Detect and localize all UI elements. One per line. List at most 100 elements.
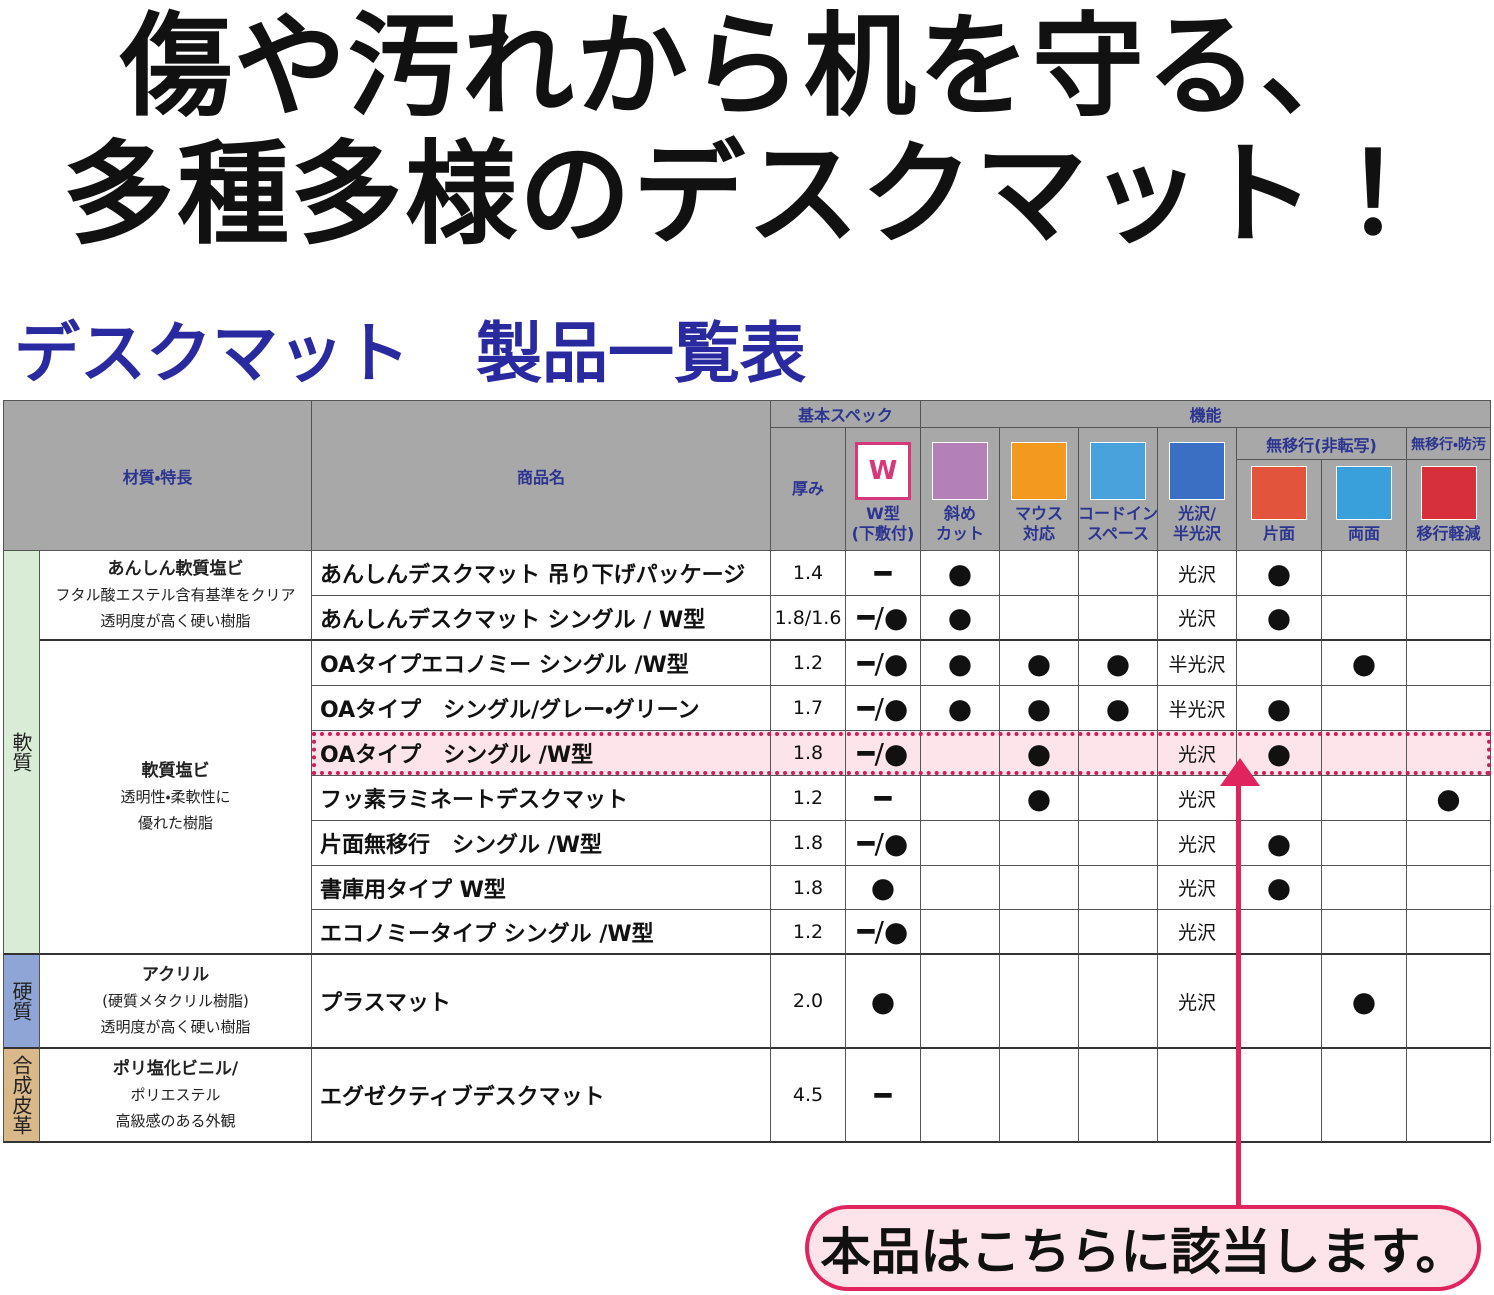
icon-letter: W — [868, 456, 898, 486]
table-cell — [1000, 866, 1079, 910]
header-label: 斜め — [943, 504, 976, 523]
cell-value: ● — [1351, 984, 1377, 1018]
title-line: 多種多様のデスクマット！ — [63, 130, 1431, 260]
table-cell: エコノミータイプ シングル /W型 — [312, 910, 771, 955]
cell-value: 光沢 — [1177, 743, 1216, 766]
table-cell — [1237, 955, 1322, 1049]
table-cell — [1079, 731, 1158, 776]
table-cell — [1237, 776, 1322, 821]
category-cell: 合成皮革 — [3, 1049, 40, 1143]
table-cell: 片面無移行 シングル /W型 — [312, 821, 771, 866]
cell-value: 1.2 — [792, 787, 824, 809]
table-cell — [1000, 955, 1079, 1049]
header-cell: 片面 — [1237, 460, 1322, 551]
header-label: 光沢/ — [1178, 504, 1216, 523]
material-line: ポリ塩化ビニル/ — [112, 1059, 239, 1079]
cell-value: ━/● — [857, 646, 909, 680]
header-label: 基本スペック — [798, 406, 893, 425]
header-icon — [1011, 442, 1067, 500]
header-cell: 商品名 — [312, 400, 771, 551]
table-cell: フッ素ラミネートデスクマット — [312, 776, 771, 821]
header-cell: 厚み — [771, 428, 846, 551]
table-cell — [1407, 596, 1491, 641]
table-cell: 1.7 — [771, 686, 846, 731]
arrow-line — [1236, 780, 1241, 1208]
cell-value: ● — [1266, 826, 1292, 860]
table-cell: 1.2 — [771, 910, 846, 955]
table-cell — [921, 1049, 1000, 1143]
table-cell — [1000, 821, 1079, 866]
table-cell — [1237, 910, 1322, 955]
header-cell: W W型 (下敷付) — [846, 428, 921, 551]
table-cell: OAタイプ シングル /W型 — [312, 731, 771, 776]
table-cell: 書庫用タイプ W型 — [312, 866, 771, 910]
material-line: 軟質塩ビ — [141, 761, 210, 781]
cell-value: 1.7 — [792, 697, 824, 719]
table-cell — [1079, 955, 1158, 1049]
table-cell — [1322, 821, 1407, 866]
header-label: 厚み — [791, 479, 824, 498]
table-cell: ● — [1237, 866, 1322, 910]
table-cell — [1322, 686, 1407, 731]
table-cell: ● — [1237, 821, 1322, 866]
table-cell: 2.0 — [771, 955, 846, 1049]
cell-value: ● — [1266, 736, 1292, 770]
table-cell: ━ — [846, 1049, 921, 1143]
table-cell: OAタイプエコノミー シングル /W型 — [312, 641, 771, 686]
table-cell — [1322, 596, 1407, 641]
header-icon — [1420, 466, 1477, 520]
header-icon — [1090, 442, 1146, 500]
category-label: 硬質 — [9, 981, 33, 1021]
cell-value: ● — [870, 871, 896, 904]
cell-value: ● — [870, 984, 896, 1018]
cell-value: ● — [947, 646, 973, 680]
header-icon — [932, 442, 988, 500]
table-cell — [1407, 955, 1491, 1049]
product-name: エコノミータイプ シングル /W型 — [320, 921, 654, 947]
table-cell — [1407, 551, 1491, 596]
header-cell: 機能 — [921, 400, 1491, 428]
cell-value: ● — [1105, 646, 1131, 680]
header-label: 材質・特長 — [122, 467, 193, 487]
table-cell: ━/● — [846, 686, 921, 731]
header-label: 無移行・防汚 — [1411, 436, 1486, 453]
table-cell — [1079, 821, 1158, 866]
header-label: 無移行(非転写) — [1266, 435, 1377, 455]
title-line: 傷や汚れから机を守る、 — [120, 2, 1374, 132]
header-cell: マウス 対応 — [1000, 428, 1079, 551]
table-cell: ● — [1079, 686, 1158, 731]
table-cell — [1079, 866, 1158, 910]
header-label: 半光沢 — [1172, 524, 1221, 543]
cell-value: 光沢 — [1177, 788, 1216, 811]
material-cell: ポリ塩化ビニル/ポリエステル 高級感のある外観 — [40, 1049, 312, 1143]
header-cell: 光沢/半光沢 — [1158, 428, 1237, 551]
table-cell: ● — [1322, 955, 1407, 1049]
table-cell: 半光沢 — [1158, 641, 1237, 686]
header-label: W型 — [866, 504, 900, 523]
material-line: (硬質メタクリル樹脂) — [102, 992, 249, 1010]
cell-value: ━ — [874, 781, 892, 815]
product-name: OAタイプエコノミー シングル /W型 — [320, 653, 689, 678]
table-cell — [1000, 1049, 1079, 1143]
table-cell — [1000, 551, 1079, 596]
cell-value: 1.2 — [792, 920, 824, 943]
table-cell — [921, 821, 1000, 866]
table-cell: 光沢 — [1158, 551, 1237, 596]
table-cell — [1322, 551, 1407, 596]
header-label: 対応 — [1022, 524, 1055, 543]
table-cell — [1322, 1049, 1407, 1143]
cell-value: ━/● — [857, 826, 909, 860]
cell-value: 光沢 — [1177, 922, 1216, 944]
cell-value: 1.8 — [792, 876, 824, 899]
table-cell: 1.8 — [771, 821, 846, 866]
header-icon — [1169, 442, 1225, 500]
product-name: あんしんデスクマット 吊り下げパッケージ — [320, 563, 746, 588]
header-cell: 材質・特長 — [3, 400, 312, 551]
material-line: 透明度が高く硬い樹脂 — [100, 1018, 251, 1036]
table-cell: 1.8 — [771, 731, 846, 776]
table-cell: 半光沢 — [1158, 686, 1237, 731]
cell-value: ● — [1105, 691, 1131, 725]
table-cell: OAタイプ シングル/グレー・グリーン — [312, 686, 771, 731]
header-icon — [1251, 466, 1307, 520]
